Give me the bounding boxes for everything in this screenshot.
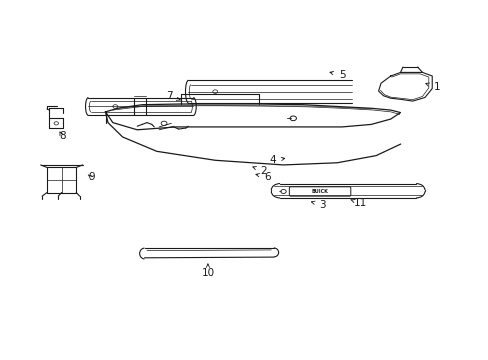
Text: BUICK: BUICK <box>311 189 328 194</box>
Text: 7: 7 <box>166 91 180 102</box>
Text: 2: 2 <box>252 166 267 176</box>
Text: 5: 5 <box>329 70 345 80</box>
Text: 9: 9 <box>88 172 95 183</box>
Text: 8: 8 <box>59 131 65 141</box>
Text: 4: 4 <box>269 155 284 165</box>
Text: 11: 11 <box>350 198 366 208</box>
Text: 1: 1 <box>425 82 440 93</box>
Text: 10: 10 <box>201 264 214 278</box>
Text: 3: 3 <box>311 200 325 210</box>
Text: 6: 6 <box>255 172 271 182</box>
FancyBboxPatch shape <box>289 187 350 196</box>
